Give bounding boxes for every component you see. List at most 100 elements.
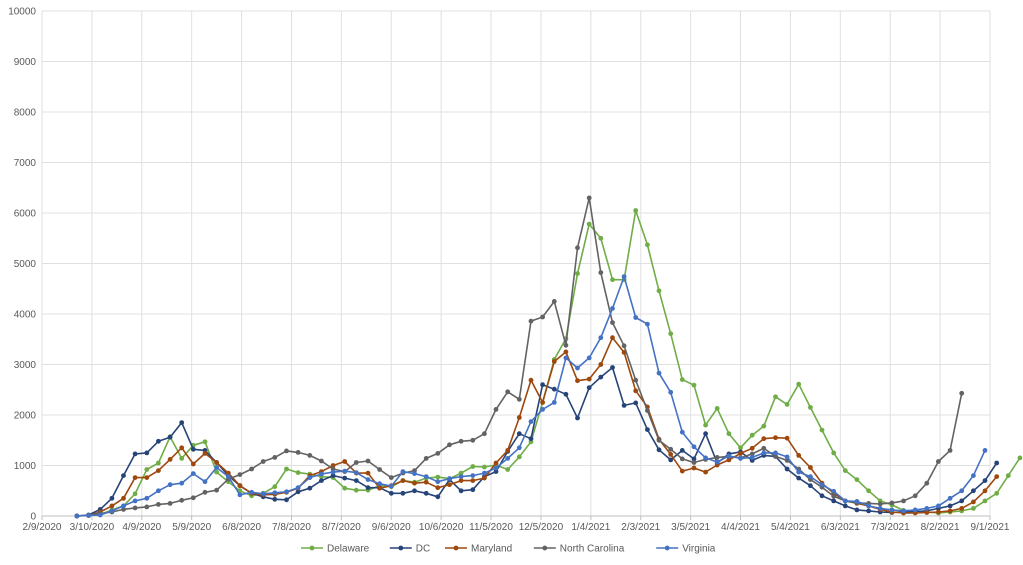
x-tick-label: 2/3/2021 [621, 522, 660, 533]
north-carolina-point [214, 487, 220, 493]
delaware-point [214, 469, 220, 475]
maryland-point [610, 335, 615, 341]
virginia-point [377, 481, 382, 487]
delaware-point [656, 288, 662, 294]
x-tick-label: 3/5/2021 [671, 522, 710, 533]
dc-point [959, 498, 965, 504]
virginia-point [470, 473, 476, 478]
maryland-point [586, 376, 592, 382]
north-carolina-point [516, 396, 522, 402]
legend-item-north-carolina: North Carolina [533, 544, 625, 555]
dc-point [994, 460, 1000, 466]
dc-point [668, 457, 674, 463]
delaware-point [645, 242, 650, 248]
delaware-point [1005, 473, 1011, 478]
virginia-point [703, 455, 708, 461]
dc-point [190, 446, 196, 452]
north-carolina-point [237, 472, 243, 477]
virginia-point [971, 473, 976, 478]
legend-label: Maryland [471, 544, 512, 555]
maryland-point [109, 503, 115, 509]
dc-point [388, 490, 394, 496]
maryland-point [516, 415, 522, 420]
virginia-point [551, 400, 557, 405]
north-carolina-point [144, 504, 150, 510]
maryland-point [132, 475, 138, 480]
maryland-point [738, 451, 743, 456]
virginia-point [319, 471, 324, 477]
north-carolina-point [353, 460, 359, 465]
maryland-point [179, 445, 185, 451]
dc-point [633, 400, 639, 406]
dc-point [982, 478, 988, 483]
delaware-point [1017, 455, 1023, 461]
legend-item-maryland: Maryland [445, 544, 512, 555]
dc-point [947, 503, 953, 509]
virginia-point [284, 489, 289, 495]
maryland-point [121, 495, 126, 501]
delaware-point [295, 470, 301, 475]
x-tick-label: 8/7/2020 [322, 522, 361, 533]
virginia-point [912, 507, 918, 513]
north-carolina-point [877, 501, 883, 507]
north-carolina-point [156, 502, 161, 507]
delaware-point [586, 221, 592, 227]
virginia-point [656, 370, 662, 376]
virginia-point [842, 498, 848, 504]
maryland-point [773, 435, 778, 441]
maryland-point [796, 453, 802, 458]
y-tick-label: 7000 [14, 158, 37, 169]
y-tick-label: 5000 [14, 259, 37, 270]
delaware-point [202, 439, 208, 445]
north-carolina-point [668, 446, 674, 452]
north-carolina-point [284, 448, 289, 454]
maryland-point [703, 469, 708, 475]
virginia-point [679, 429, 685, 435]
virginia-point [132, 498, 138, 504]
delaware-point [342, 485, 348, 491]
north-carolina-point [447, 442, 452, 448]
x-tick-label: 9/1/2021 [971, 522, 1010, 533]
legend-swatch-marker [542, 545, 548, 551]
maryland-point [190, 461, 196, 467]
dc-point [575, 415, 580, 421]
virginia-point [947, 495, 953, 501]
x-tick-label: 4/4/2021 [721, 522, 760, 533]
delaware-point [866, 488, 871, 494]
virginia-point [540, 407, 545, 412]
dc-point [132, 451, 138, 457]
delaware-point [610, 277, 615, 283]
maryland-point [947, 508, 953, 514]
virginia-point [889, 507, 895, 513]
delaware-point [470, 464, 476, 469]
maryland-point [959, 506, 965, 511]
north-carolina-point [761, 445, 767, 451]
legend-swatch-marker [398, 545, 404, 551]
legend-label: DC [416, 544, 430, 555]
maryland-point [423, 479, 429, 485]
maryland-point [365, 470, 371, 476]
y-tick-label: 6000 [14, 209, 37, 220]
north-carolina-point [679, 456, 685, 462]
x-tick-label: 11/5/2020 [469, 522, 513, 533]
north-carolina-point [645, 408, 650, 413]
dc-point [621, 403, 627, 408]
virginia-point [866, 503, 871, 509]
delaware-point [784, 402, 790, 407]
x-tick-label: 6/8/2020 [222, 522, 261, 533]
north-carolina-point [656, 437, 662, 443]
virginia-point [388, 483, 394, 489]
dc-point [121, 473, 126, 478]
virginia-point [796, 469, 802, 475]
dc-point [284, 497, 289, 503]
virginia-point [645, 321, 650, 327]
legend: Delaware DC Maryland North Carolina Virginia [301, 544, 716, 555]
dc-point [971, 488, 976, 494]
delaware-point [738, 445, 743, 451]
virginia-point [691, 444, 697, 450]
north-carolina-point [307, 453, 313, 458]
x-tick-label: 2/9/2020 [23, 522, 62, 533]
dc-point [342, 475, 348, 481]
north-carolina-point [540, 314, 545, 320]
